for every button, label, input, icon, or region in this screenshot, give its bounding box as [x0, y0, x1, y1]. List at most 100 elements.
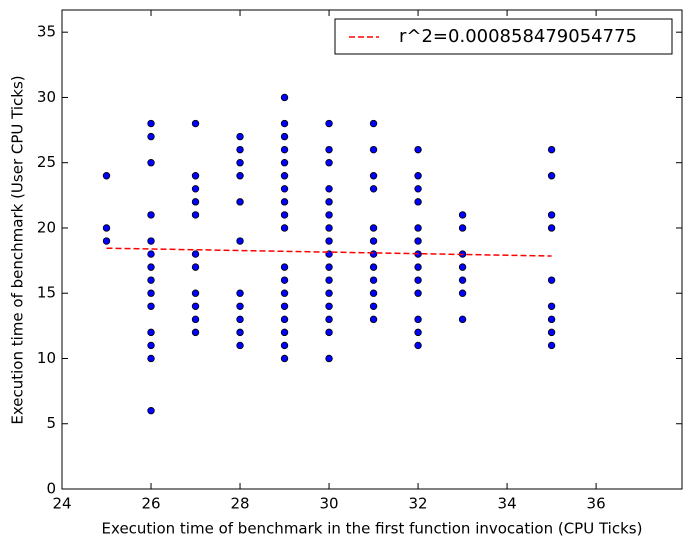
- fit-line: [106, 247, 552, 257]
- point: [369, 172, 378, 180]
- point: [280, 341, 289, 350]
- point: [325, 198, 333, 206]
- point: [458, 289, 467, 297]
- point: [236, 341, 244, 350]
- point: [280, 145, 289, 154]
- point: [414, 198, 422, 206]
- x-axis-label: Execution time of benchmark in the first…: [102, 520, 643, 538]
- point: [414, 328, 422, 337]
- point: [236, 237, 244, 245]
- point: [325, 145, 333, 154]
- point: [147, 328, 155, 337]
- point: [280, 93, 289, 102]
- point: [280, 302, 289, 310]
- point: [547, 172, 556, 180]
- plot-frame: [61, 9, 683, 490]
- y-tick-label: 15: [37, 284, 56, 302]
- point: [191, 263, 200, 271]
- point: [547, 276, 556, 284]
- point: [191, 198, 200, 206]
- point: [147, 354, 155, 363]
- point: [369, 289, 378, 297]
- point: [147, 406, 155, 415]
- point: [414, 145, 422, 154]
- point: [280, 198, 289, 206]
- point: [369, 276, 378, 284]
- y-tick-label: 20: [37, 218, 56, 236]
- y-tick-label: 0: [46, 480, 56, 498]
- y-tick-label: 35: [37, 23, 56, 41]
- y-tick-label: 10: [37, 349, 56, 367]
- point: [236, 159, 244, 167]
- point: [102, 224, 111, 232]
- point: [547, 211, 556, 219]
- point: [325, 315, 333, 324]
- point: [102, 172, 111, 180]
- y-axis-label: Execution time of benchmark (User CPU Ti…: [9, 75, 27, 424]
- point: [369, 185, 378, 193]
- point: [236, 328, 244, 337]
- point: [147, 159, 155, 167]
- point: [369, 237, 378, 245]
- point: [369, 145, 378, 154]
- point: [147, 341, 155, 350]
- x-tick-label: 24: [52, 495, 71, 513]
- y-tick-label: 30: [37, 88, 56, 106]
- point: [414, 224, 422, 232]
- point: [147, 237, 155, 245]
- point: [102, 237, 111, 245]
- point: [147, 211, 155, 219]
- point: [280, 276, 289, 284]
- point: [236, 302, 244, 310]
- point: [547, 341, 556, 350]
- point: [325, 289, 333, 297]
- point: [191, 172, 200, 180]
- point: [369, 119, 378, 128]
- point: [280, 119, 289, 128]
- point: [325, 354, 333, 363]
- point: [414, 315, 422, 324]
- point: [280, 132, 289, 141]
- point: [458, 315, 467, 324]
- point: [547, 315, 556, 324]
- point: [191, 119, 200, 128]
- point: [236, 198, 244, 206]
- point: [280, 172, 289, 180]
- point: [369, 250, 378, 258]
- point: [147, 132, 155, 141]
- point: [414, 237, 422, 245]
- point: [458, 224, 467, 232]
- point: [325, 302, 333, 310]
- point: [236, 172, 244, 180]
- point: [147, 250, 155, 258]
- point: [325, 263, 333, 271]
- point: [191, 315, 200, 324]
- x-tick-label: 28: [230, 495, 249, 513]
- point: [236, 315, 244, 324]
- legend-box: [334, 18, 673, 55]
- point: [191, 302, 200, 310]
- point: [547, 224, 556, 232]
- point: [325, 211, 333, 219]
- point: [325, 328, 333, 337]
- point: [414, 276, 422, 284]
- point: [147, 276, 155, 284]
- point: [547, 302, 556, 310]
- point: [147, 263, 155, 271]
- point: [458, 211, 467, 219]
- point: [280, 185, 289, 193]
- point: [191, 211, 200, 219]
- point: [325, 119, 333, 128]
- point: [547, 145, 556, 154]
- point: [147, 302, 155, 310]
- point: [236, 145, 244, 154]
- point: [191, 250, 200, 258]
- point: [191, 289, 200, 297]
- legend-label: r^2=0.000858479054775: [399, 26, 637, 47]
- point: [325, 276, 333, 284]
- point: [369, 315, 378, 324]
- x-tick-label: 34: [498, 495, 517, 513]
- point: [191, 185, 200, 193]
- point: [325, 224, 333, 232]
